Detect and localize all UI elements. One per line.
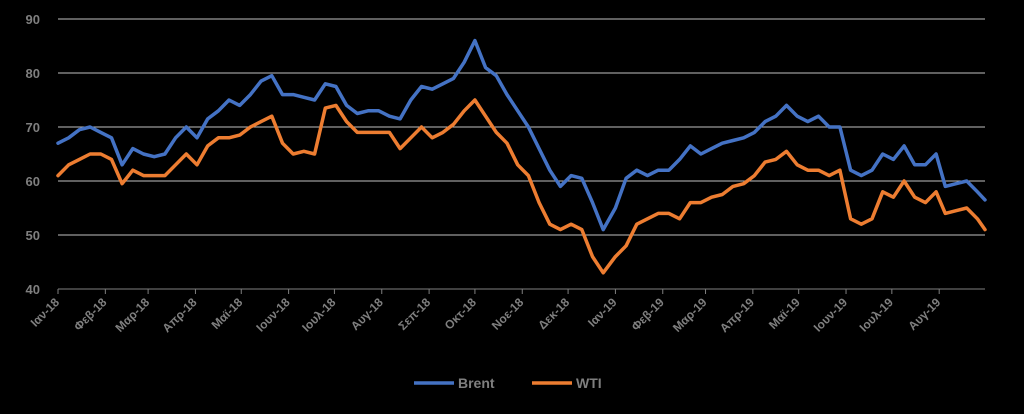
series-line-brent xyxy=(56,38,987,232)
x-tick-label: Ιουλ-19 xyxy=(857,295,897,335)
x-tick-label: Νοε-18 xyxy=(489,295,527,333)
x-tick-label: Ιουλ-18 xyxy=(299,295,339,335)
y-tick-label: 50 xyxy=(26,228,40,243)
y-axis-ticks: 40 50 60 70 80 90 xyxy=(26,12,40,297)
gridlines xyxy=(58,18,985,236)
x-tick-label: Ιαν-18 xyxy=(28,295,63,330)
legend: Brent WTI xyxy=(414,375,602,391)
x-tick-label: Οκτ-18 xyxy=(442,295,480,333)
legend-label-brent: Brent xyxy=(458,375,495,391)
x-tick-label: Αυγ-18 xyxy=(348,295,386,333)
series-line-wti xyxy=(56,98,987,275)
legend-label-wti: WTI xyxy=(576,375,602,391)
x-tick-label: Ιαν-19 xyxy=(585,295,620,330)
x-tick-label: Ιουν-18 xyxy=(253,295,293,335)
x-tick-label: Δεκ-18 xyxy=(535,295,572,332)
x-tick-label: Μαρ-19 xyxy=(670,295,710,335)
y-tick-label: 90 xyxy=(26,12,40,27)
x-tick-label: Φεβ-18 xyxy=(71,295,110,334)
y-tick-label: 80 xyxy=(26,66,40,81)
x-tick-label: Ιουν-19 xyxy=(811,295,851,335)
x-tick-label: Μαϊ-18 xyxy=(209,295,246,332)
y-tick-label: 40 xyxy=(26,282,40,297)
x-tick-label: Μαϊ-19 xyxy=(766,295,803,332)
x-tick-label: Φεβ-19 xyxy=(629,295,668,334)
x-tick-label: Μαρ-18 xyxy=(113,295,153,335)
y-tick-label: 70 xyxy=(26,120,40,135)
x-tick-label: Απρ-18 xyxy=(160,295,200,335)
series-lines xyxy=(56,38,987,275)
x-tick-label: Αυγ-19 xyxy=(905,295,943,333)
x-tick-label: Σεπ-18 xyxy=(395,295,433,333)
y-tick-label: 60 xyxy=(26,174,40,189)
x-axis-ticks: Ιαν-18 Φεβ-18 Μαρ-18 Απρ-18 Μαϊ-18 Ιουν-18 Ιου… xyxy=(28,289,944,335)
x-tick-label: Απρ-19 xyxy=(717,295,757,335)
